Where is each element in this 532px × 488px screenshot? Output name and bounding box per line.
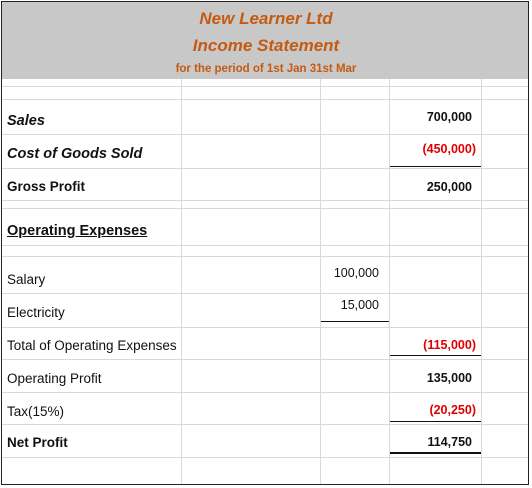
grid-line xyxy=(2,245,528,246)
subtotal-rule xyxy=(321,321,389,322)
statement-period: for the period of 1st Jan 31st Mar xyxy=(175,63,357,75)
opex-heading: Operating Expenses xyxy=(7,223,148,239)
total-opex-total: (115,000) xyxy=(423,338,476,352)
salary-label: Salary xyxy=(7,272,46,287)
grid-line xyxy=(2,134,528,135)
grid-line xyxy=(181,79,182,484)
grid-line xyxy=(320,79,321,484)
subtotal-rule xyxy=(390,166,481,167)
operating-profit-label: Operating Profit xyxy=(7,371,102,386)
net-profit-total: 114,750 xyxy=(427,435,473,449)
grid-line xyxy=(2,99,528,100)
net-profit-label: Net Profit xyxy=(7,435,68,450)
grid-line xyxy=(2,457,528,458)
grid-line xyxy=(2,392,528,393)
grid-line xyxy=(2,168,528,169)
sales-total: 700,000 xyxy=(426,110,472,124)
cogs-total: (450,000) xyxy=(422,142,476,156)
grid-line xyxy=(2,200,528,201)
tax-total: (20,250) xyxy=(429,403,476,417)
grid-line xyxy=(2,293,528,294)
operating-profit-total: 135,000 xyxy=(426,371,472,385)
salary-amount: 100,000 xyxy=(333,266,379,280)
total-rule xyxy=(390,452,481,454)
grid-line xyxy=(2,359,528,360)
cogs-label: Cost of Goods Sold xyxy=(7,146,143,162)
total-opex-label: Total of Operating Expenses xyxy=(7,338,177,353)
statement-title: Income Statement xyxy=(192,36,340,55)
tax-label: Tax(15%) xyxy=(7,404,65,419)
subtotal-rule xyxy=(390,421,481,422)
electricity-amount: 15,000 xyxy=(340,298,379,312)
subtotal-rule xyxy=(390,355,481,356)
sales-label: Sales xyxy=(7,113,45,129)
grid-line xyxy=(389,79,390,484)
statement-header: New Learner Ltd Income Statement for the… xyxy=(2,2,528,79)
company-name: New Learner Ltd xyxy=(199,9,333,28)
grid-line xyxy=(2,424,528,425)
grid-line xyxy=(2,208,528,209)
gross-profit-total: 250,000 xyxy=(426,180,472,194)
grid-line xyxy=(2,327,528,328)
grid-line xyxy=(2,86,528,87)
grid-line xyxy=(2,256,528,257)
electricity-label: Electricity xyxy=(7,305,65,320)
gross-profit-label: Gross Profit xyxy=(7,179,86,194)
grid-line xyxy=(481,79,482,484)
